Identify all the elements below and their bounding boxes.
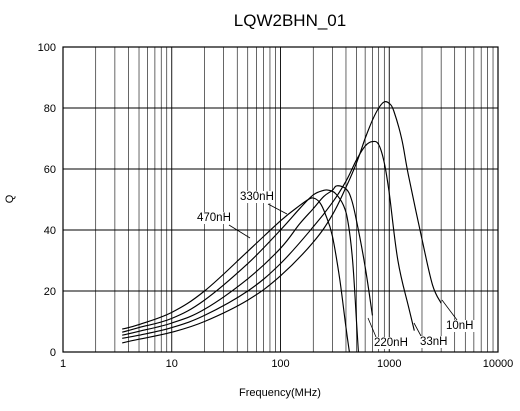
plot-frame	[62, 46, 499, 353]
chart-title: LQW2BHN_01	[234, 11, 346, 30]
curve-label-220nH: 220nH	[374, 337, 408, 349]
grid	[62, 46, 499, 353]
y-tick-label: 0	[50, 347, 56, 359]
x-tick-label: 100	[271, 358, 289, 370]
curve-label-330nH: 330nH	[240, 191, 274, 203]
x-tick-label: 1	[60, 358, 66, 370]
curve-330nH	[122, 189, 359, 353]
label-bg-330nH	[239, 191, 275, 203]
curve-10nH	[122, 100, 442, 344]
leader-line-33nH	[413, 322, 422, 337]
y-axis-label: Q	[4, 194, 16, 203]
label-bg-10nH	[445, 320, 475, 332]
leader-line-10nH	[441, 299, 458, 321]
y-tick-label: 20	[44, 286, 56, 298]
y-tick-label: 40	[44, 225, 56, 237]
y-tick-label: 100	[38, 42, 56, 54]
x-axis-label: Frequency(MHz)	[239, 387, 321, 399]
x-tick-label: 1000	[377, 358, 401, 370]
curve-labels: 10nH 33nH 220nH 330nH 470nH	[196, 191, 475, 349]
leader-line-220nH	[367, 317, 377, 338]
label-bg-33nH	[419, 336, 449, 348]
curve-label-10nH: 10nH	[446, 320, 474, 332]
curves	[122, 100, 442, 353]
x-tick-label: 10000	[483, 358, 514, 370]
curve-470nH	[122, 197, 350, 353]
curve-220nH	[122, 185, 373, 336]
tick-labels: 1 10 100 1000 10000 0 20 40 60 80 100	[38, 42, 514, 370]
curve-label-33nH: 33nH	[420, 336, 448, 348]
leader-line-470nH	[228, 224, 251, 239]
y-tick-label: 80	[44, 103, 56, 115]
leader-line-330nH	[267, 203, 288, 215]
label-bg-470nH	[196, 212, 232, 224]
curve-label-470nH: 470nH	[197, 212, 231, 224]
label-bg-220nH	[373, 337, 409, 349]
y-tick-label: 60	[44, 164, 56, 176]
x-tick-label: 10	[166, 358, 178, 370]
curve-33nH	[122, 140, 415, 339]
